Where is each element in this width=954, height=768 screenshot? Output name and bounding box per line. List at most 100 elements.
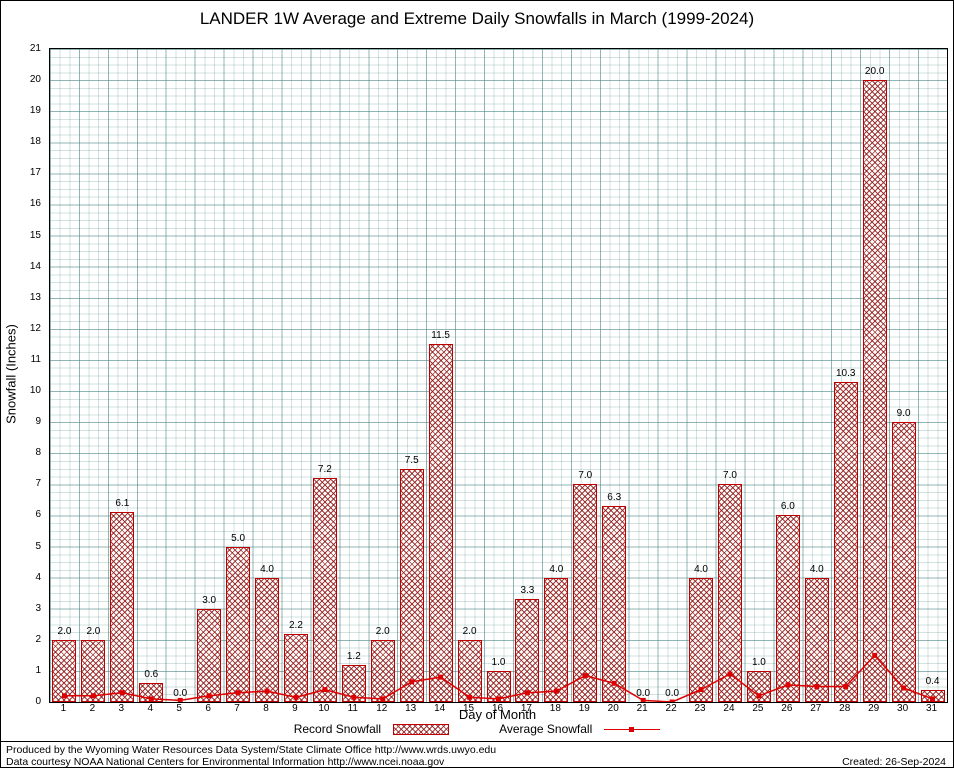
bar-day-14 xyxy=(428,344,453,702)
x-tick-8: 8 xyxy=(263,703,269,714)
bar-day-28 xyxy=(833,381,858,702)
y-tick-2: 2 xyxy=(35,633,41,645)
y-tick-6: 6 xyxy=(35,509,41,521)
x-tick-30: 30 xyxy=(897,703,909,714)
x-tick-24: 24 xyxy=(723,703,735,714)
bar-value-label-day-11: 1.2 xyxy=(346,650,361,662)
x-tick-21: 21 xyxy=(636,703,648,714)
chart-region: LANDER 1W Average and Extreme Daily Snow… xyxy=(1,1,953,742)
bar-value-label-day-27: 4.0 xyxy=(809,563,824,575)
y-tick-11: 11 xyxy=(30,353,41,365)
x-tick-23: 23 xyxy=(694,703,706,714)
x-tick-22: 22 xyxy=(665,703,677,714)
y-tick-15: 15 xyxy=(29,229,41,241)
bar-day-17 xyxy=(515,599,540,702)
x-tick-9: 9 xyxy=(292,703,298,714)
bar-day-6 xyxy=(197,608,222,702)
y-tick-8: 8 xyxy=(35,447,41,459)
x-tick-15: 15 xyxy=(463,703,475,714)
y-tick-3: 3 xyxy=(35,602,41,614)
bar-day-18 xyxy=(544,577,569,702)
bar-day-11 xyxy=(341,664,366,702)
x-tick-27: 27 xyxy=(810,703,822,714)
bar-value-label-day-17: 3.3 xyxy=(520,585,535,597)
bar-value-label-day-24: 7.0 xyxy=(723,470,737,482)
y-tick-16: 16 xyxy=(29,198,41,210)
bar-day-19 xyxy=(573,484,598,702)
bar-day-10 xyxy=(312,478,337,702)
legend-record-label: Record Snowfall xyxy=(293,722,382,736)
bar-value-label-day-30: 9.0 xyxy=(896,408,911,420)
y-tick-20: 20 xyxy=(29,74,41,86)
bar-value-label-day-7: 5.0 xyxy=(231,532,246,544)
record-snowfall-swatch-icon xyxy=(393,723,450,735)
y-tick-7: 7 xyxy=(35,478,41,490)
bar-day-31 xyxy=(920,689,945,702)
x-tick-13: 13 xyxy=(405,703,417,714)
bar-day-1 xyxy=(52,639,77,702)
bar-value-label-day-20: 6.3 xyxy=(607,492,622,504)
bar-day-7 xyxy=(226,546,251,702)
bar-value-label-day-13: 7.5 xyxy=(404,454,419,466)
x-tick-28: 28 xyxy=(839,703,851,714)
x-tick-5: 5 xyxy=(176,703,182,714)
x-tick-11: 11 xyxy=(347,703,358,714)
x-tick-25: 25 xyxy=(752,703,764,714)
plot-area: 2.0 2.0 6.1 0.6 0.0 3.0 5.0 4.0 2.2 7.2 1.2 2.0 7.5 1… xyxy=(49,48,948,703)
bar-day-23 xyxy=(689,577,714,702)
legend-average-label: Average Snowfall xyxy=(499,722,593,736)
y-tick-4: 4 xyxy=(35,571,41,583)
bar-value-label-day-2: 2.0 xyxy=(86,625,101,637)
x-tick-20: 20 xyxy=(607,703,619,714)
bar-value-label-day-10: 7.2 xyxy=(317,464,332,476)
x-tick-1: 1 xyxy=(60,703,67,714)
x-tick-16: 16 xyxy=(491,703,504,714)
bar-day-20 xyxy=(602,506,627,702)
footer-created-date: Created: 26-Sep-2024 xyxy=(842,756,946,768)
x-tick-6: 6 xyxy=(205,703,211,714)
x-tick-26: 26 xyxy=(781,703,793,714)
bar-day-30 xyxy=(891,422,916,702)
footer-data-courtesy: Data courtesy NOAA National Centers for … xyxy=(6,756,445,768)
bar-value-label-day-19: 7.0 xyxy=(578,470,593,482)
x-tick-10: 10 xyxy=(318,703,330,714)
y-tick-9: 9 xyxy=(35,416,41,428)
y-tick-10: 10 xyxy=(29,385,41,397)
bar-day-9 xyxy=(283,633,308,702)
bar-day-15 xyxy=(457,639,482,702)
bar-day-25 xyxy=(746,670,771,702)
bar-value-label-day-15: 2.0 xyxy=(462,625,477,637)
y-tick-17: 17 xyxy=(29,167,41,179)
bar-day-8 xyxy=(255,577,280,702)
bar-value-label-day-3: 6.1 xyxy=(115,498,130,510)
bar-day-24 xyxy=(717,484,742,702)
bar-value-label-day-22: 0.0 xyxy=(665,688,680,699)
y-tick-13: 13 xyxy=(29,291,41,303)
bar-value-label-day-1: 2.0 xyxy=(57,625,72,637)
bar-value-label-day-23: 4.0 xyxy=(694,563,708,575)
bar-value-label-day-28: 10.3 xyxy=(835,367,856,379)
bar-value-label-day-18: 4.0 xyxy=(549,563,564,575)
y-tick-19: 19 xyxy=(29,105,41,117)
bar-value-label-day-4: 0.6 xyxy=(144,669,159,681)
bar-value-label-day-5: 0.0 xyxy=(173,688,188,699)
y-tick-14: 14 xyxy=(29,260,41,272)
x-tick-29: 29 xyxy=(868,703,880,714)
y-axis-ticks: 0 1 2 3 4 5 6 7 8 9 10 11 12 13 14 15 16 17 18 19 20 21 xyxy=(15,43,45,707)
x-tick-17: 17 xyxy=(520,703,532,714)
x-tick-4: 4 xyxy=(147,703,154,714)
bar-day-27 xyxy=(804,577,829,702)
x-tick-2: 2 xyxy=(89,703,96,714)
bar-value-label-day-29: 20.0 xyxy=(864,66,885,78)
x-tick-7: 7 xyxy=(234,703,240,714)
bar-value-label-day-9: 2.2 xyxy=(288,619,303,631)
y-tick-12: 12 xyxy=(29,322,41,334)
bar-day-26 xyxy=(775,515,800,702)
bar-value-label-day-8: 4.0 xyxy=(260,563,274,575)
average-snowfall-swatch-icon xyxy=(604,724,661,735)
y-tick-1: 1 xyxy=(35,664,41,676)
x-tick-19: 19 xyxy=(578,703,590,714)
y-tick-5: 5 xyxy=(35,540,41,552)
x-tick-31: 31 xyxy=(925,703,938,714)
